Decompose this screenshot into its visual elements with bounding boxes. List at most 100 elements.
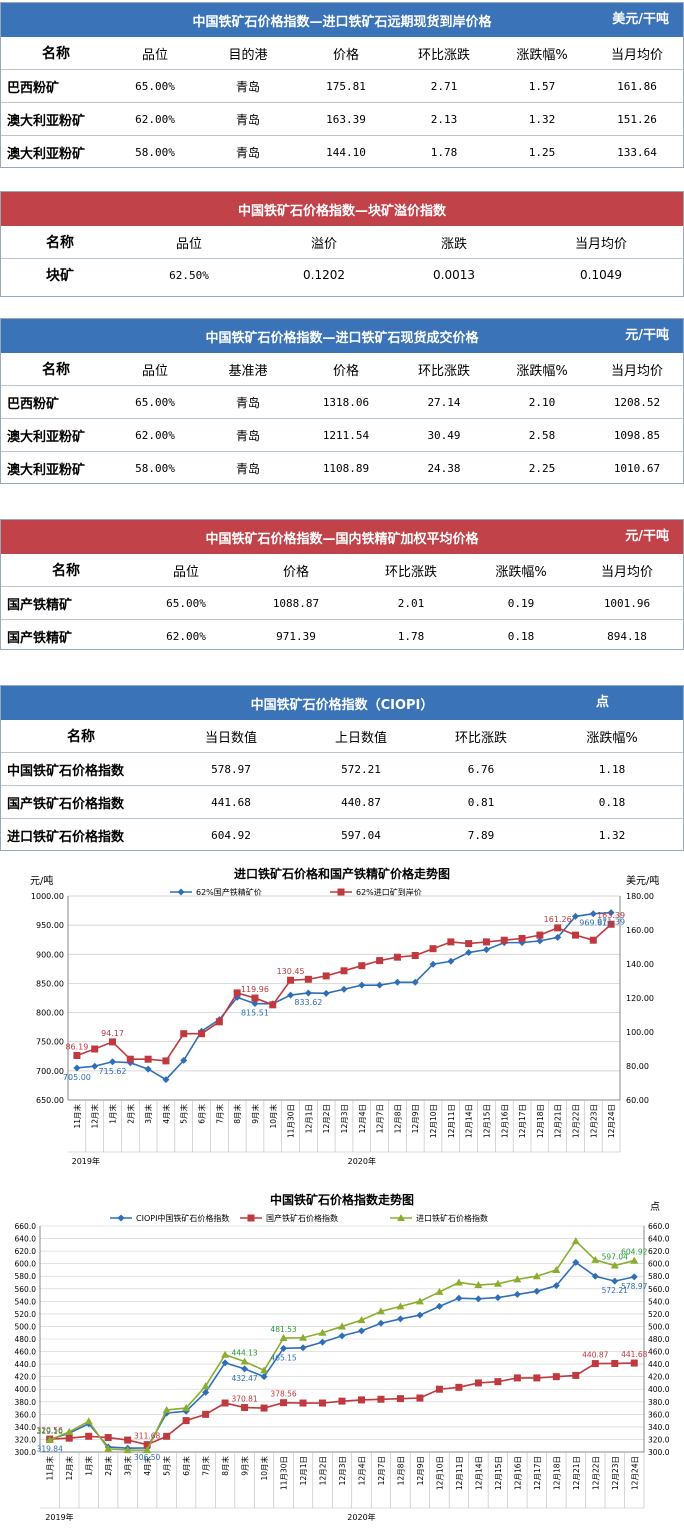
data-label: 163.39 [597,911,625,920]
data-point [251,1000,259,1008]
row-name: 进口铁矿石价格指数 [7,829,125,845]
x-tick-label: 12月末 [64,1456,74,1481]
header-cell: 名称 [1,226,119,259]
data-point [251,994,259,1002]
legend-label: 62%进口矿到岸价 [356,887,422,897]
x-tick-label: 12月14日 [465,1104,474,1138]
x-tick-label: 11月末 [45,1456,55,1481]
x-tick-label: 12月7日 [377,1456,386,1485]
data-point [591,1255,600,1263]
x-tick-label: 3月末 [143,1104,153,1124]
cell: 1.18 [541,752,683,786]
y-tick-left: 700.00 [36,1067,64,1076]
cell: 144.10 [326,145,366,159]
y-tick-right: 600.0 [648,1260,670,1269]
x-tick-label: 1月末 [84,1456,94,1476]
data-point [233,993,241,1001]
year-label: 2019年 [72,1156,100,1166]
cell: 163.39 [297,102,395,136]
data-point [571,912,579,920]
table-title: 中国铁矿石价格指数—进口铁矿石现货成交价格 [205,330,479,346]
data-point [260,1404,268,1412]
data-point [233,989,241,997]
x-tick-label: 12月15日 [482,1104,491,1138]
data-label: 161.26 [544,915,572,924]
y-tick-left: 850.00 [36,979,64,988]
x-tick-label: 2月末 [125,1104,135,1124]
cell: 2.13 [395,102,493,136]
cell: 161.86 [591,69,683,103]
cell: 1.32 [598,828,626,842]
data-point [304,975,312,983]
header-cell: 品位 [111,353,199,386]
table-header: 中国铁矿石价格指数—块矿溢价指数 [1,192,683,226]
y-tick-left: 400.0 [15,1385,37,1394]
cell: 65.00% [111,385,199,419]
table-domestic-concentrate: 中国铁矿石价格指数—国内铁精矿加权平均价格 元/干吨 名称 品位 价格 环比涨跌… [0,519,684,650]
data-point [447,957,455,965]
data-point [536,937,544,945]
data-point [435,1385,443,1393]
data-label: 833.62 [294,998,322,1007]
data-point [571,931,579,939]
cell: 604.92 [211,828,251,842]
data-point [591,1360,599,1368]
x-tick-label: 12月18日 [552,1456,561,1490]
y-axis-left-label: 元/吨 [30,874,53,887]
cell: 青岛 [235,461,260,476]
data-point [280,1344,288,1352]
year-label: 2020年 [348,1156,376,1166]
x-tick-label: 12月23日 [611,1456,620,1490]
y-tick-right: 80.00 [626,1062,649,1071]
data-point [202,1410,210,1418]
data-point [201,1382,210,1390]
data-point [429,945,437,953]
data-label: 440.87 [582,1351,608,1360]
y-tick-right: 580.0 [648,1272,670,1281]
row-name: 国产铁精矿 [7,630,73,646]
data-point [73,1064,81,1072]
price-table: 名称 品位 目的港 价格 环比涨跌 涨跌幅% 当月均价 巴西粉矿 65.00% … [1,37,683,168]
data-point [513,1275,522,1283]
y-tick-right: 620.0 [648,1247,670,1256]
data-label: 597.04 [602,1253,628,1262]
data-point [180,1056,188,1064]
data-label: 432.47 [231,1374,257,1383]
data-point [240,1357,249,1365]
legend-label: 国产铁矿石价格指数 [266,1213,338,1223]
cell: 30.49 [395,418,493,452]
x-tick-label: 12月16日 [513,1456,522,1490]
x-tick-label: 2月末 [103,1456,113,1476]
data-point [411,978,419,986]
data-point [552,1265,561,1273]
cell: 24.38 [427,461,461,475]
y-axis-right-label: 美元/吨 [626,874,659,887]
price-table: 名称 品位 基准港 价格 环比涨跌 涨跌幅% 当月均价 巴西粉矿 65.00% … [1,353,683,484]
cell: 58.00% [135,461,175,475]
header-cell: 当日数值 [161,720,301,753]
table-row: 澳大利亚粉矿 62.00% 青岛 163.39 2.13 1.32 151.26 [1,102,683,136]
cell: 青岛 [235,145,260,160]
data-label: 311.68 [134,1432,160,1441]
x-tick-label: 12月3日 [340,1104,349,1133]
x-tick-label: 12月23日 [589,1104,598,1138]
data-point [607,920,615,928]
data-point [465,940,473,948]
data-label: 86.19 [65,1042,88,1051]
x-tick-label: 10月末 [259,1456,269,1481]
cell: 青岛 [199,69,297,103]
x-tick-label: 4月末 [161,1104,171,1124]
cell: 1.57 [493,69,591,103]
data-point [241,1365,249,1373]
header-cell: 品位 [131,554,241,587]
cell: 971.39 [276,629,316,643]
y-tick-right: 400.0 [648,1385,670,1394]
data-point [126,1055,134,1063]
y-tick-left: 660.0 [15,1222,37,1231]
data-point [513,1290,521,1298]
x-tick-label: 12月24日 [607,1104,616,1138]
header-cell: 当月均价 [591,353,683,386]
data-point [279,1334,288,1342]
table-header: 中国铁矿石价格指数—进口铁矿石现货成交价格 元/干吨 [1,319,683,353]
data-point [304,989,312,997]
